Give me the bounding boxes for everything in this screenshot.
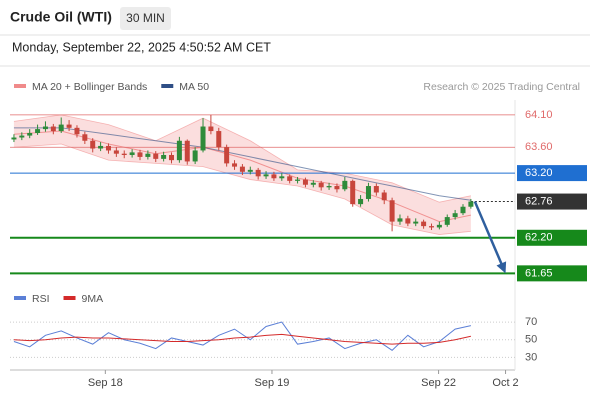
ma50-line	[13, 127, 471, 201]
candle-body	[295, 179, 301, 181]
candle-body	[460, 206, 466, 214]
credit: Research © 2025 Trading Central	[423, 81, 580, 93]
candle-body	[342, 180, 348, 190]
candle-body	[413, 221, 419, 224]
candle-body	[421, 221, 427, 227]
candle-body	[452, 213, 458, 218]
candle-body	[279, 176, 285, 179]
rsi-line	[13, 333, 471, 345]
candle-body	[255, 169, 261, 177]
candle-body	[365, 186, 371, 199]
level-label: 62.76	[525, 195, 553, 207]
candle-body	[192, 150, 198, 162]
bb-lower	[13, 143, 471, 235]
candle-body	[176, 140, 182, 161]
candle-body	[82, 134, 88, 141]
candle-body	[200, 126, 206, 151]
instrument-title: Crude Oil (WTI)	[10, 9, 112, 25]
candle-body	[153, 153, 159, 159]
candle-body	[121, 153, 127, 155]
candle-body	[318, 182, 324, 188]
candle-body	[302, 179, 308, 185]
level-label-box	[517, 193, 587, 210]
candle-body	[184, 140, 190, 162]
candle-body	[358, 198, 364, 205]
level-label: 62.20	[525, 232, 553, 244]
candle-body	[397, 218, 403, 222]
timeframe-badge	[120, 7, 171, 30]
candle-body	[74, 127, 80, 135]
rsi-tick-label: 50	[525, 334, 537, 346]
timeframe: 30 MIN	[126, 11, 165, 25]
level-label: 63.60	[525, 141, 553, 153]
candle-body	[468, 201, 474, 207]
candle-body	[42, 126, 48, 130]
candle-body	[373, 186, 379, 193]
candle-body	[113, 150, 119, 154]
candle-body	[287, 176, 293, 181]
candle-body	[35, 129, 41, 133]
legend-swatch	[161, 84, 174, 88]
legend-swatch	[63, 296, 76, 300]
candle-body	[27, 132, 33, 136]
candle-body	[271, 174, 277, 179]
candle-body	[66, 124, 72, 128]
candle-body	[334, 186, 340, 190]
candle-body	[239, 166, 245, 172]
level-label: 63.20	[525, 167, 553, 179]
candle-body	[436, 224, 442, 228]
candle-body	[444, 217, 450, 225]
candle-body	[58, 124, 64, 132]
candle-body	[224, 147, 230, 164]
level-label: 64.10	[525, 109, 553, 121]
candle-body	[50, 126, 56, 132]
candle-body	[208, 126, 214, 132]
candle-body	[129, 152, 135, 155]
candle-body	[19, 135, 25, 138]
candle-body	[263, 174, 269, 177]
candle-body	[169, 154, 175, 161]
candle-body	[326, 186, 332, 188]
candle-body	[350, 180, 356, 205]
legend-label: MA 20 + Bollinger Bands	[32, 81, 147, 93]
x-tick-label: Oct 2	[492, 377, 518, 389]
legend-swatch	[14, 296, 26, 300]
forecast-arrowhead	[496, 261, 507, 274]
level-label-box	[517, 265, 587, 282]
candle-body	[145, 153, 151, 157]
candle-body	[389, 200, 395, 222]
candle-body	[11, 137, 17, 140]
x-tick-label: Sep 22	[421, 377, 456, 389]
x-tick-label: Sep 19	[255, 377, 290, 389]
legend-label: 9MA	[82, 293, 104, 305]
legend-label: RSI	[32, 293, 50, 305]
candle-body	[98, 145, 104, 149]
candle-body	[381, 192, 387, 201]
rsi-tick-label: 70	[525, 316, 537, 328]
candle-body	[105, 145, 111, 151]
candle-body	[405, 218, 411, 224]
candle-body	[247, 169, 253, 172]
candle-body	[161, 154, 167, 159]
candle-body	[310, 182, 316, 185]
x-tick-label: Sep 18	[88, 377, 123, 389]
forecast-arrow	[473, 201, 504, 267]
level-label-box	[517, 165, 587, 182]
rsi-tick-label: 30	[525, 351, 537, 363]
level-label-box	[517, 229, 587, 246]
datetime: Monday, September 22, 2025 4:50:52 AM CE…	[12, 40, 271, 54]
legend-swatch	[14, 84, 26, 88]
candle-body	[137, 152, 143, 157]
rsi-line	[13, 321, 471, 351]
candle-body	[428, 226, 434, 228]
candle-body	[216, 131, 222, 148]
candle-body	[90, 140, 96, 149]
candle-body	[232, 163, 238, 167]
legend-label: MA 50	[179, 81, 209, 93]
level-label: 61.65	[525, 267, 553, 279]
